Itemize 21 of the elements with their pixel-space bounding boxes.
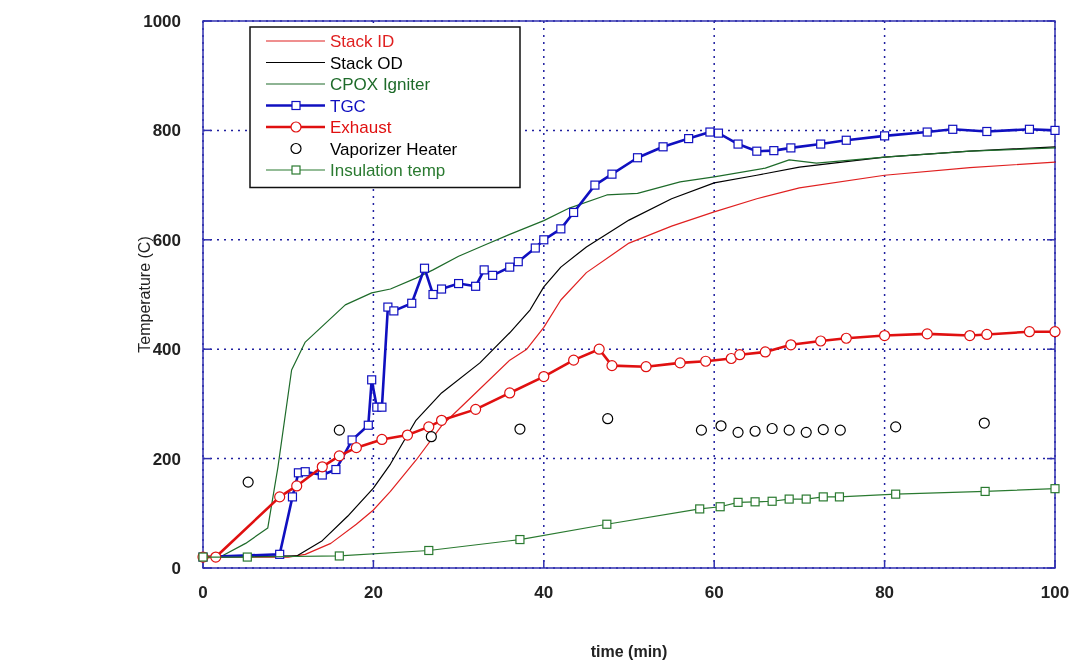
legend-label: Vaporizer Heater: [330, 139, 458, 159]
legend-label: CPOX Igniter: [330, 75, 431, 94]
legend-label: Insulation temp: [330, 161, 446, 180]
legend-label: Stack OD: [330, 53, 403, 73]
y-tick-label: 1000: [143, 12, 181, 31]
legend-label: TGC: [330, 96, 366, 116]
y-tick-label: 600: [152, 230, 181, 250]
y-tick-label: 800: [152, 121, 181, 141]
y-tick-label: 400: [152, 340, 181, 360]
x-tick-label: 80: [875, 583, 895, 602]
y-axis-title: Temperature (C): [136, 236, 153, 353]
x-tick-label: 20: [363, 583, 383, 602]
legend-label: Exhaust: [330, 118, 392, 137]
legend-label: Stack ID: [330, 32, 395, 51]
x-axis-title: time (min): [590, 643, 668, 660]
x-tick-label: 60: [704, 583, 724, 602]
x-tick-label: 100: [1040, 583, 1070, 602]
x-tick-label: 40: [534, 583, 554, 602]
y-tick-label: 200: [152, 449, 181, 469]
y-tick-label: 0: [171, 559, 181, 578]
x-tick-label: 0: [198, 583, 208, 602]
